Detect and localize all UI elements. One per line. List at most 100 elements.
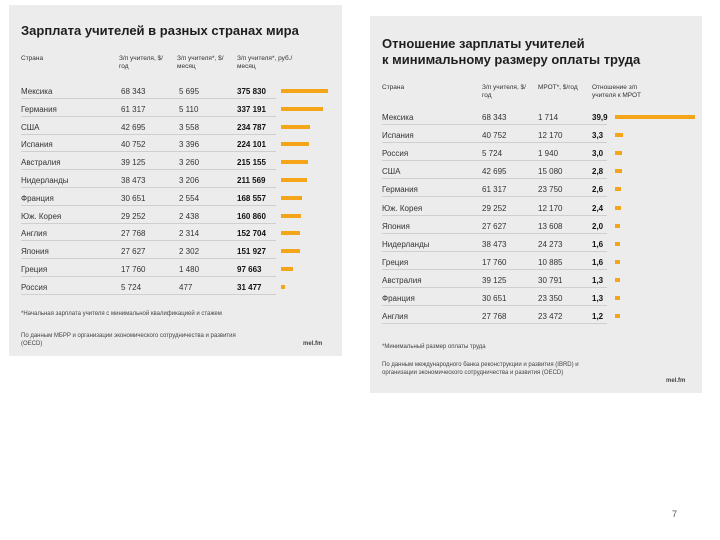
salary-month-cell: 3 558 <box>179 122 200 132</box>
salary-year-cell: 27 768 <box>121 229 146 239</box>
salary-year-cell: 29 252 <box>121 211 146 221</box>
salary-bar <box>281 178 308 182</box>
row-divider <box>21 169 276 171</box>
brand-mark: mel.fm <box>666 378 686 384</box>
country-cell: Нидерланды <box>382 239 430 249</box>
table-row: Япония 27 627 2 302 151 927 <box>9 244 342 260</box>
row-divider <box>21 276 276 277</box>
row-divider <box>21 258 276 260</box>
mrot-cell: 1 940 <box>538 149 559 159</box>
col-header-rub: З/п учителя*, руб./месяц <box>237 55 293 70</box>
salary-year-cell: 68 343 <box>121 87 146 96</box>
table-row: Испания 40 752 12 170 3,3 <box>370 128 702 144</box>
country-cell: Греция <box>382 257 409 267</box>
country-cell: Англия <box>382 312 408 322</box>
table-row: Нидерланды 38 473 3 206 211 569 <box>9 173 342 188</box>
row-divider <box>21 240 276 242</box>
ratio-cell: 2,4 <box>592 203 604 213</box>
ratio-bar <box>615 133 623 138</box>
salary-rub-cell: 224 101 <box>237 140 266 150</box>
country-cell: США <box>382 167 401 177</box>
salary-year-cell: 27 627 <box>121 247 146 257</box>
country-cell: Англия <box>21 229 47 239</box>
salary-month-cell: 1 480 <box>179 265 200 274</box>
mrot-cell: 23 750 <box>538 185 563 195</box>
ratio-table-title: Отношение зарплаты учителей к минимально… <box>382 36 640 68</box>
row-divider <box>21 187 276 188</box>
col-header-salary: З/п учителя, $/год <box>482 84 526 99</box>
salary-year-cell: 29 252 <box>482 203 507 213</box>
ratio-cell: 1,6 <box>592 257 604 267</box>
row-divider <box>21 115 276 117</box>
table-row: Испания 40 752 3 396 224 101 <box>9 137 342 153</box>
salary-month-cell: 2 554 <box>179 193 200 203</box>
salary-year-cell: 17 760 <box>121 265 146 274</box>
ratio-bar <box>615 314 620 319</box>
table-row: Германия 61 317 23 750 2,6 <box>370 182 702 198</box>
salary-bar <box>281 284 285 289</box>
mrot-cell: 23 350 <box>538 294 563 303</box>
salary-year-cell: 38 473 <box>482 239 507 249</box>
salary-bar <box>281 195 303 200</box>
table-row: Австралия 39 125 30 791 1,3 <box>370 273 702 288</box>
table-row: США 42 695 15 080 2,8 <box>370 164 702 180</box>
country-cell: Австралия <box>21 158 61 168</box>
table-row: Юж. Корея 29 252 2 438 160 860 <box>9 209 342 224</box>
ratio-cell: 2,6 <box>592 185 604 195</box>
country-cell: Испания <box>21 140 53 150</box>
ratio-bar <box>615 296 620 300</box>
ratio-cell: 2,0 <box>592 221 604 231</box>
ratio-footnote: *Минимальный размер оплаты труда <box>382 344 486 350</box>
row-divider <box>382 250 607 252</box>
page-number: 7 <box>672 509 678 519</box>
salary-bar <box>281 142 310 147</box>
table-row: США 42 695 3 558 234 787 <box>9 120 342 135</box>
table-row: Франция 30 651 2 554 168 557 <box>9 191 342 206</box>
country-cell: Россия <box>382 149 409 159</box>
country-cell: Россия <box>21 282 48 292</box>
salary-rub-cell: 31 477 <box>237 282 262 292</box>
table-row: Россия 5 724 477 31 477 <box>9 280 342 295</box>
row-divider <box>382 232 607 234</box>
table-row: Россия 5 724 1 940 3,0 <box>370 146 702 162</box>
row-divider <box>382 160 607 162</box>
ratio-cell: 1,6 <box>592 239 604 249</box>
col-header-country: Страна <box>382 84 405 91</box>
salary-rub-cell: 234 787 <box>237 122 266 132</box>
ratio-cell: 3,0 <box>592 149 604 159</box>
country-cell: Юж. Корея <box>21 211 62 221</box>
salary-year-cell: 27 627 <box>482 221 507 231</box>
country-cell: Франция <box>21 193 54 203</box>
country-cell: Германия <box>382 185 418 195</box>
mrot-cell: 13 608 <box>538 221 563 231</box>
country-cell: Франция <box>382 294 415 303</box>
ratio-bar <box>615 187 622 192</box>
table-row: Англия 27 768 2 314 152 704 <box>9 226 342 242</box>
salary-source: По данным МБРР и организации экономическ… <box>21 333 236 347</box>
salary-year-cell: 68 343 <box>482 113 507 122</box>
ratio-table-panel: Отношение зарплаты учителей к минимально… <box>370 16 702 393</box>
salary-rub-cell: 215 155 <box>237 158 266 168</box>
mrot-cell: 10 885 <box>538 257 563 267</box>
salary-bar <box>281 213 302 218</box>
salary-month-cell: 3 396 <box>179 140 200 150</box>
ratio-bar <box>615 169 622 174</box>
table-row: Германия 61 317 5 110 337 191 <box>9 102 342 117</box>
row-divider <box>382 268 607 270</box>
salary-month-cell: 2 438 <box>179 211 200 221</box>
row-divider <box>21 151 276 153</box>
salary-year-cell: 61 317 <box>482 185 507 195</box>
table-row: Греция 17 760 10 885 1,6 <box>370 255 702 270</box>
salary-year-cell: 61 317 <box>121 104 146 114</box>
mrot-cell: 12 170 <box>538 203 563 213</box>
row-divider <box>382 196 607 198</box>
ratio-title-line2: к минимальному размеру оплаты труда <box>382 52 641 67</box>
col-header-month: З/п учителя*, $/месяц <box>177 55 224 70</box>
mrot-cell: 30 791 <box>538 275 563 285</box>
row-divider <box>382 323 607 325</box>
salary-bar <box>281 160 308 165</box>
salary-rub-cell: 152 704 <box>237 229 266 239</box>
brand-mark: mel.fm <box>303 341 323 347</box>
salary-table-panel: Зарплата учителей в разных странах мира … <box>9 5 342 356</box>
salary-bar <box>281 231 301 236</box>
